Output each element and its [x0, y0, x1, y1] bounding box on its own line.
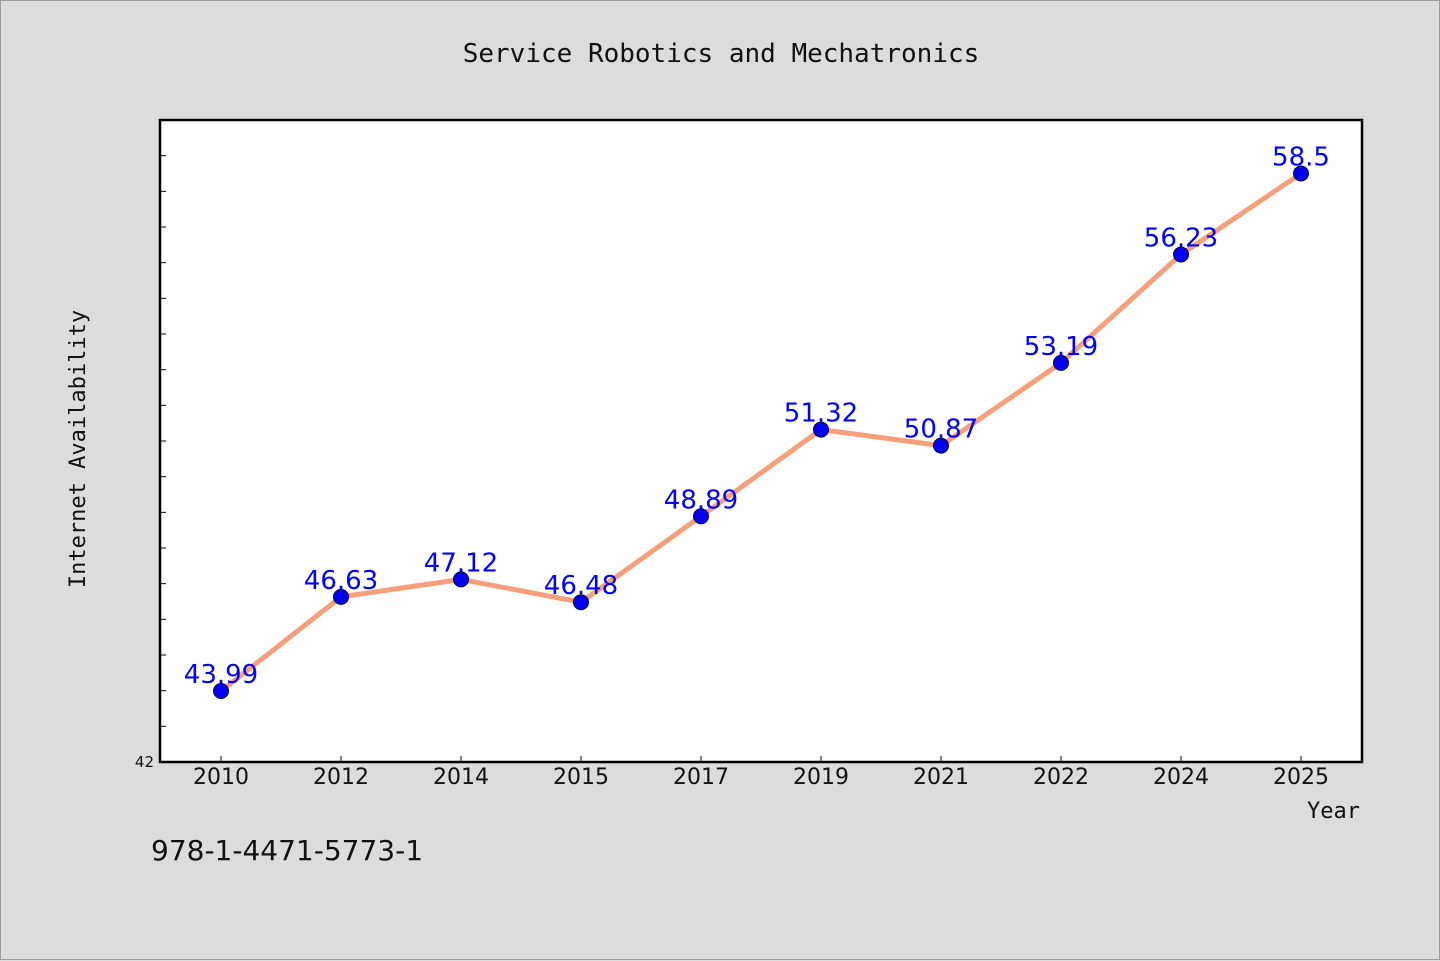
data-label: 47.12 — [424, 548, 498, 578]
x-axis-tick-labels: 2010 2012 2014 2015 2017 2019 2021 2022 2024 2025 — [193, 765, 1329, 790]
x-tick-label: 2010 — [193, 765, 249, 790]
y-axis-ticks — [160, 155, 166, 727]
data-label: 46.48 — [544, 571, 618, 601]
data-point — [693, 508, 709, 525]
data-label: 58.5 — [1272, 143, 1330, 173]
x-axis-ticks — [220, 756, 1302, 762]
data-label: 51.32 — [784, 399, 858, 429]
chart-title: Service Robotics and Mechatronics — [463, 39, 980, 69]
data-point — [1293, 165, 1309, 182]
data-point — [213, 683, 229, 700]
x-tick-label: 2021 — [913, 765, 969, 790]
data-label: 56.23 — [1144, 223, 1218, 253]
data-point — [333, 588, 349, 605]
data-label: 53.19 — [1024, 332, 1098, 362]
x-tick-label: 2017 — [673, 765, 729, 790]
data-labels: 43.99 46.63 47.12 46.48 48.89 51.32 50.87 53.19… — [184, 143, 1330, 691]
x-tick-label: 2024 — [1153, 765, 1209, 790]
x-tick-label: 2014 — [433, 765, 489, 790]
data-point — [1053, 354, 1069, 371]
plot-area — [158, 118, 1364, 764]
x-tick-label: 2019 — [793, 765, 849, 790]
x-axis-title: Year — [1307, 799, 1360, 824]
data-point — [453, 571, 469, 588]
data-point — [1173, 246, 1189, 263]
series-line — [219, 171, 1303, 693]
x-tick-label: 2012 — [313, 765, 369, 790]
data-markers — [213, 165, 1309, 700]
data-label: 50.87 — [904, 415, 978, 445]
x-tick-label: 2022 — [1033, 765, 1089, 790]
x-tick-label: 2015 — [553, 765, 609, 790]
data-point — [813, 421, 829, 438]
isbn-text: 978-1-4471-5773-1 — [151, 834, 424, 867]
y-axis-title: Internet Availability — [66, 310, 91, 588]
data-point — [933, 437, 949, 454]
data-label: 46.63 — [304, 566, 378, 596]
data-label: 48.89 — [664, 485, 738, 515]
x-tick-label: 2025 — [1273, 765, 1329, 790]
data-point — [573, 594, 589, 611]
data-label: 43.99 — [184, 660, 258, 690]
y-axis-min-label: 42 — [135, 753, 154, 771]
